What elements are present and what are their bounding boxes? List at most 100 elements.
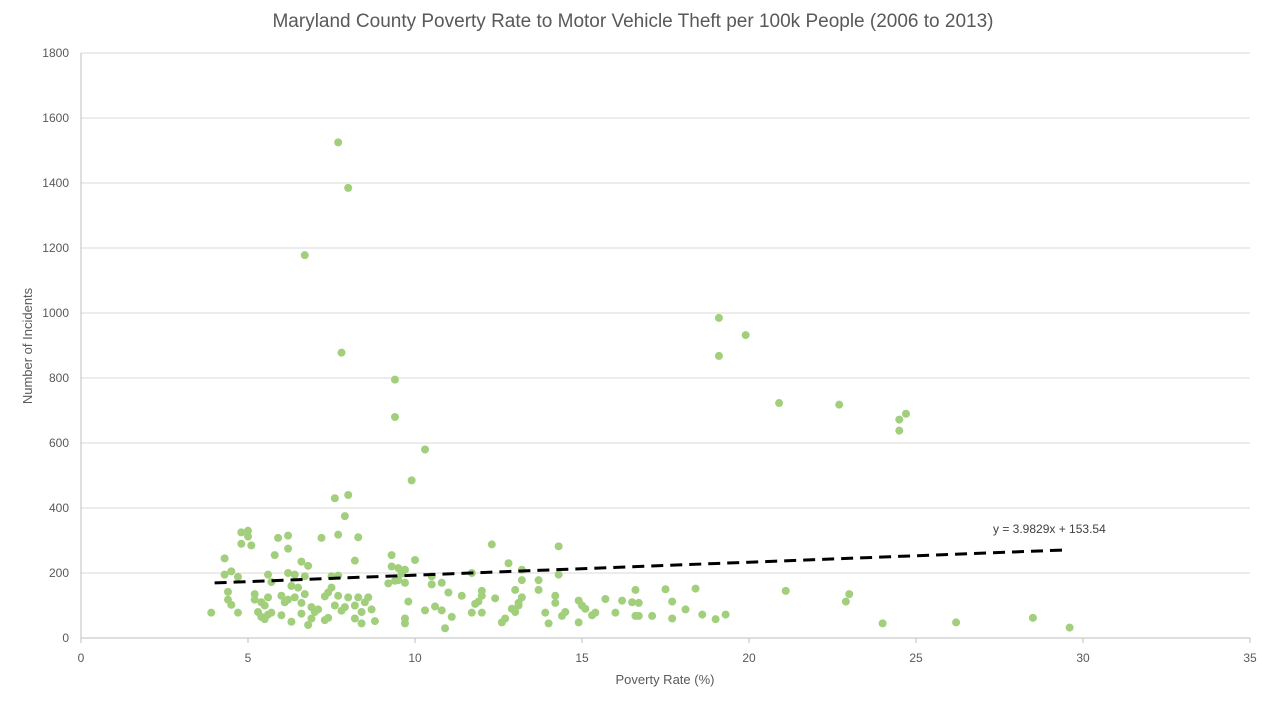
data-point	[421, 445, 430, 454]
data-point	[1028, 613, 1037, 622]
trendline	[214, 548, 1067, 585]
axes: 0 200 400 600 800 1000 1200 1400 1600 1800 0 5 10 15 2…	[42, 46, 1257, 665]
data-point	[384, 579, 393, 588]
data-point	[233, 572, 242, 581]
data-point	[721, 610, 730, 619]
data-point	[244, 532, 252, 541]
data-point	[895, 426, 904, 435]
data-point	[534, 585, 543, 594]
data-point	[350, 556, 359, 565]
data-point	[297, 609, 306, 618]
data-point	[437, 606, 446, 615]
data-point	[441, 624, 450, 633]
data-point	[284, 544, 293, 553]
data-point	[601, 595, 610, 603]
data-point	[681, 605, 690, 614]
data-point	[404, 597, 413, 606]
data-point	[227, 600, 236, 609]
data-point	[477, 591, 486, 600]
data-point	[300, 572, 309, 581]
data-point	[574, 618, 583, 627]
data-point	[421, 606, 430, 615]
data-point	[661, 585, 670, 594]
data-point	[648, 611, 657, 620]
data-point	[227, 567, 236, 576]
data-point	[628, 598, 637, 607]
data-point	[354, 533, 363, 542]
data-point	[534, 576, 543, 585]
data-point	[511, 585, 520, 594]
data-point	[287, 582, 296, 590]
data-point	[611, 608, 620, 617]
data-point	[317, 533, 326, 542]
data-point	[895, 415, 904, 424]
data-point	[457, 591, 466, 600]
data-point	[330, 494, 339, 503]
y-tick-label: 1800	[42, 46, 69, 60]
y-tick-label: 200	[49, 566, 69, 580]
x-axis-label: Poverty Rate (%)	[616, 672, 715, 687]
data-point	[634, 598, 643, 607]
data-point	[257, 612, 266, 621]
data-point	[501, 614, 510, 623]
data-point	[591, 608, 600, 617]
data-point	[878, 619, 887, 628]
data-point	[447, 612, 456, 621]
x-tick-label: 10	[408, 651, 422, 665]
data-point	[337, 606, 346, 615]
data-point	[344, 183, 353, 192]
data-point	[631, 585, 640, 594]
data-point	[274, 533, 283, 542]
data-point	[350, 614, 359, 623]
data-point	[618, 596, 627, 605]
data-points	[207, 138, 1074, 633]
data-point	[250, 590, 259, 599]
data-point	[260, 601, 269, 610]
data-point	[277, 591, 286, 600]
x-tick-label: 30	[1076, 651, 1090, 665]
data-point	[487, 540, 496, 549]
data-point	[340, 512, 349, 521]
data-point	[250, 595, 259, 604]
data-point	[514, 598, 523, 607]
data-point	[551, 598, 560, 607]
data-point	[1065, 623, 1074, 632]
data-point	[554, 570, 563, 579]
y-tick-label: 1200	[42, 241, 69, 255]
y-tick-label: 400	[49, 501, 69, 515]
data-point	[354, 593, 363, 602]
data-point	[431, 602, 440, 611]
data-point	[244, 526, 252, 535]
data-point	[314, 605, 323, 614]
data-point	[357, 619, 366, 628]
data-point	[284, 569, 293, 577]
data-point	[427, 580, 436, 589]
data-point	[290, 570, 299, 579]
data-point	[264, 570, 273, 579]
data-point	[264, 593, 273, 602]
data-point	[247, 541, 256, 550]
data-point	[267, 608, 276, 617]
data-point	[324, 613, 333, 622]
y-tick-label: 600	[49, 436, 69, 450]
data-point	[334, 530, 343, 539]
data-point	[277, 611, 286, 620]
y-tick-label: 0	[62, 631, 69, 645]
data-point	[668, 614, 677, 623]
data-point	[691, 584, 700, 593]
data-point	[474, 597, 483, 606]
data-point	[541, 608, 550, 617]
data-point	[294, 583, 303, 592]
data-point	[634, 611, 643, 620]
y-tick-label: 1000	[42, 306, 69, 320]
data-point	[300, 590, 309, 599]
data-point	[397, 569, 406, 578]
data-point	[370, 617, 379, 626]
data-point	[407, 476, 416, 485]
data-point	[207, 608, 216, 617]
data-point	[437, 578, 446, 587]
data-point	[287, 617, 296, 626]
data-point	[400, 619, 409, 628]
data-point	[297, 557, 306, 566]
data-point	[714, 313, 723, 322]
